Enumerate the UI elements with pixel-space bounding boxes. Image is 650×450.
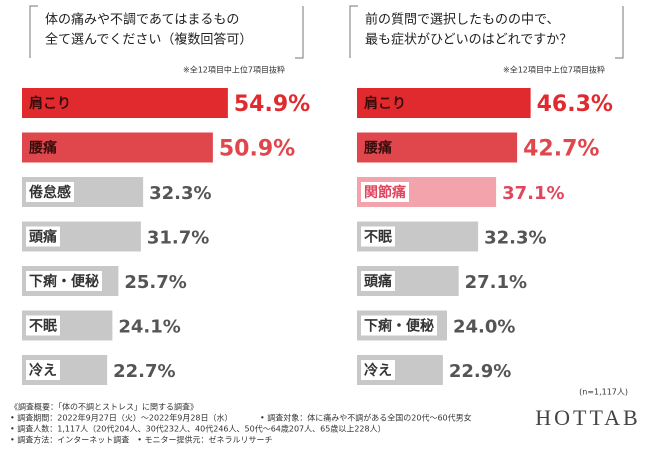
chart-note: ※全12項目中上位7項目抜粋 (503, 65, 605, 75)
category-label: 下痢・便秘 (364, 318, 434, 335)
category-label: 関節痛 (364, 184, 406, 201)
chart-title: 全て選んでください（複数回答可） (45, 32, 252, 48)
chart-note: ※全12項目中上位7項目抜粋 (183, 65, 285, 75)
value-label: 24.1% (118, 317, 180, 338)
header-frame (349, 5, 624, 59)
bar (357, 88, 531, 118)
category-label: 不眠 (29, 319, 57, 335)
category-box (361, 271, 395, 291)
value-label: 24.0% (453, 317, 515, 338)
category-label: 腰痛 (28, 140, 57, 157)
value-label: 50.9% (219, 137, 295, 162)
sample-note: (n=1,117人) (579, 388, 628, 397)
header-frame (29, 5, 304, 59)
category-box (26, 182, 74, 202)
category-label: 不眠 (364, 230, 392, 246)
category-label: 肩こり (29, 95, 71, 112)
value-label: 42.7% (523, 137, 599, 162)
bar (357, 132, 518, 163)
chart-title: 体の痛みや不調であてはまるもの (45, 12, 239, 28)
category-box (26, 226, 60, 247)
category-label: 肩こり (364, 95, 406, 112)
logo: HOTTAB (535, 405, 640, 430)
category-box (26, 360, 60, 380)
footer-target: • 調査対象：体に痛みや不調がある全国の20代〜60代男女 (260, 413, 472, 423)
chart-title: 前の質問で選択したものの中で、 (365, 12, 559, 28)
category-box (26, 271, 102, 291)
footer-heading: 《調査概要：「体の不調とストレス」に関する調査》 (10, 402, 198, 412)
category-label: 頭痛 (364, 273, 392, 290)
category-label: 倦怠感 (29, 184, 71, 201)
value-label: 32.3% (484, 228, 546, 249)
footer-count: • 調査人数：1,117人（20代204人、30代232人、40代246人、50… (10, 424, 386, 434)
category-label: 腰痛 (363, 140, 392, 157)
value-label: 46.3% (537, 92, 613, 117)
bar (22, 88, 228, 118)
value-label: 25.7% (124, 272, 186, 293)
category-box (361, 182, 409, 202)
value-label: 31.7% (147, 228, 209, 249)
category-label: 頭痛 (29, 229, 57, 246)
value-label: 22.7% (113, 361, 175, 382)
footer-method: • 調査方法：インターネット調査 • モニター提供元：ゼネラルリサーチ (10, 435, 273, 445)
category-label: 下痢・便秘 (29, 273, 99, 290)
bar (22, 132, 213, 163)
category-box (361, 315, 437, 336)
category-label: 冷え (364, 362, 392, 379)
footer-period: • 調査期間：2022年9月27日（火）〜2022年9月28日（水） (10, 413, 233, 423)
category-label: 冷え (29, 362, 57, 379)
value-label: 22.9% (449, 361, 511, 382)
value-label: 37.1% (502, 183, 564, 204)
value-label: 54.9% (234, 92, 310, 117)
category-box (26, 315, 60, 336)
category-box (361, 360, 395, 380)
value-label: 32.3% (149, 183, 211, 204)
category-box (361, 226, 395, 247)
chart-title: 最も症状がひどいのはどれですか？ (365, 33, 572, 48)
value-label: 27.1% (465, 272, 527, 293)
